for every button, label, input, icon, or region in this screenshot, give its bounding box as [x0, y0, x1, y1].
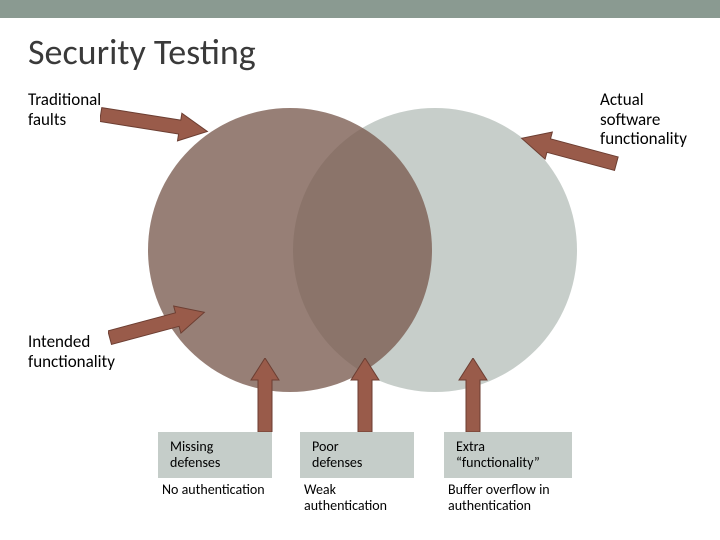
- label-traditional-faults: Traditionalfaults: [28, 90, 101, 129]
- label-intended-functionality: Intendedfunctionality: [28, 332, 115, 371]
- top-bar: [0, 0, 720, 18]
- arrow-up-poor: [348, 358, 382, 432]
- page-title: Security Testing: [28, 30, 256, 74]
- arrow-intended-functionality: [108, 304, 208, 352]
- arrow-up-missing: [248, 358, 282, 432]
- tag-missing-defenses: Missingdefenses: [158, 432, 272, 478]
- arrow-traditional-faults: [100, 106, 210, 146]
- tag-extra-functionality: Extra“functionality”: [444, 432, 572, 478]
- example-weak-authentication: Weakauthentication: [304, 482, 387, 514]
- example-buffer-overflow: Buffer overflow inauthentication: [448, 482, 550, 514]
- arrow-actual-software-functionality: [520, 130, 620, 176]
- tag-poor-defenses: Poordefenses: [300, 432, 414, 478]
- arrow-up-extra: [456, 358, 490, 432]
- example-no-authentication: No authentication: [162, 482, 265, 498]
